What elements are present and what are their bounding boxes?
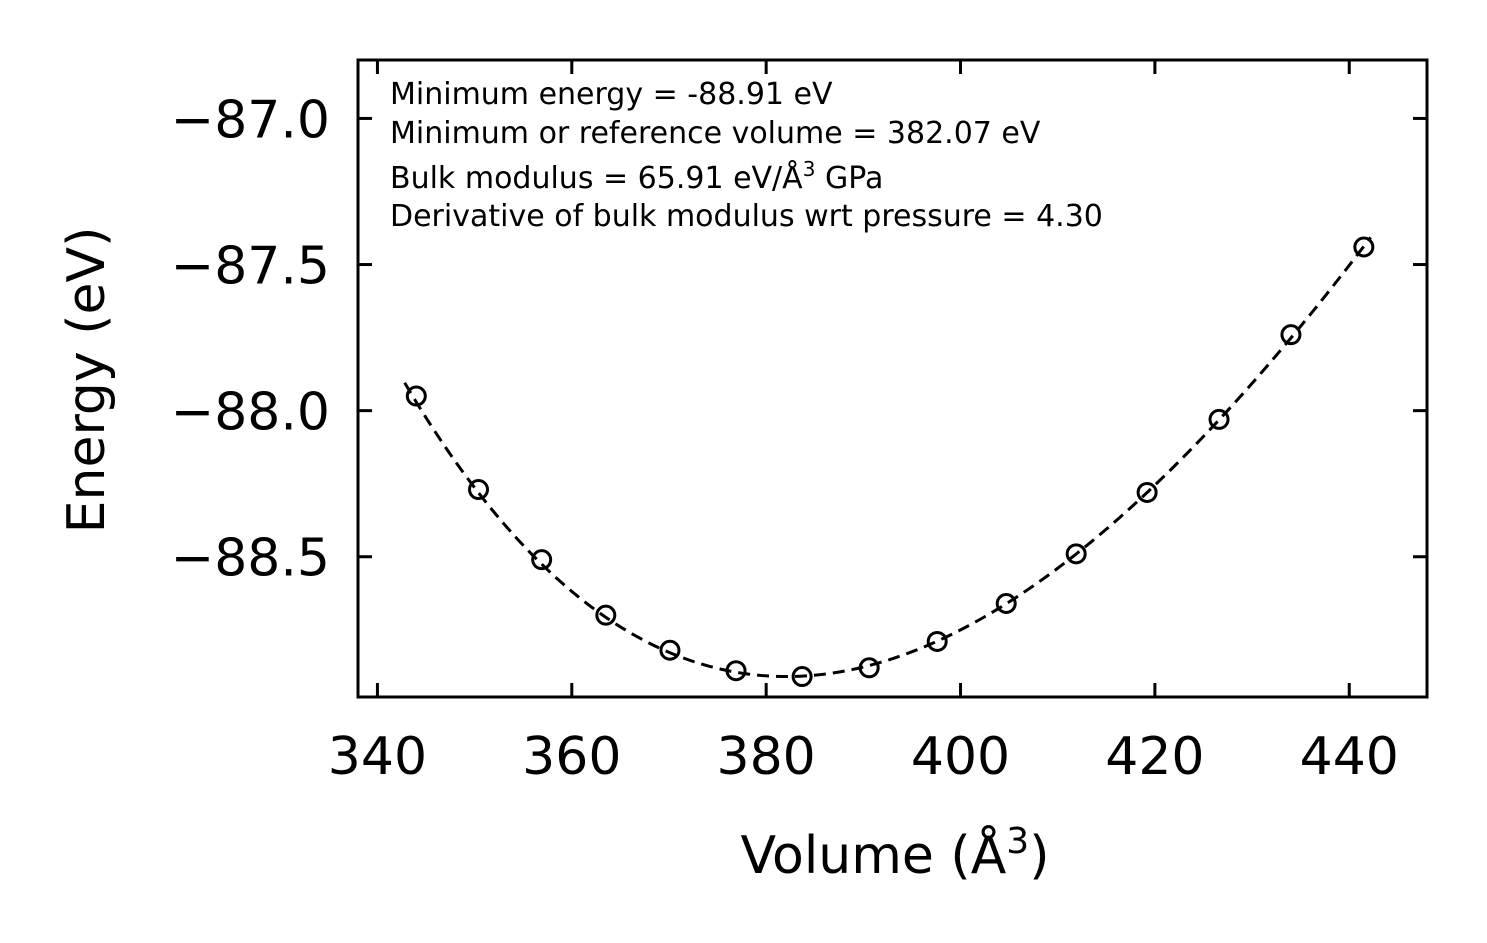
x-axis-ticks: 340 360 380 400 420 440 <box>328 60 1399 787</box>
data-point <box>1208 408 1230 430</box>
y-axis-label: Energy (eV) <box>57 227 117 534</box>
annotation-min-volume: Minimum or reference volume = 382.07 eV <box>390 116 1041 151</box>
annotation-bulk-modulus-main: Bulk modulus = 65.91 eV/Å <box>390 160 803 196</box>
y-tick-label: −88.5 <box>171 529 330 589</box>
annotation-bulk-derivative: Derivative of bulk modulus wrt pressure … <box>390 199 1103 234</box>
x-tick-label: 360 <box>522 727 621 787</box>
y-axis-ticks: −87.0 −87.5 −88.0 −88.5 <box>171 90 1427 589</box>
fit-curve <box>403 236 1372 679</box>
data-point <box>725 660 747 682</box>
y-tick-label: −87.0 <box>171 90 330 150</box>
plot-area <box>356 58 1429 699</box>
x-axis-label-main: Volume (Å <box>741 824 1007 886</box>
x-axis-label-end: ) <box>1029 826 1049 886</box>
data-point <box>1136 481 1158 503</box>
y-tick-label: −87.5 <box>171 237 330 297</box>
x-axis-label-sup: 3 <box>1006 821 1029 862</box>
data-point <box>926 630 948 652</box>
annotation-bulk-modulus-sup: 3 <box>803 157 816 181</box>
x-tick-label: 400 <box>911 727 1010 787</box>
annotation-bulk-modulus-unit: GPa <box>815 161 883 196</box>
x-tick-label: 380 <box>717 727 816 787</box>
data-point <box>1280 324 1302 346</box>
data-point <box>468 479 490 501</box>
x-tick-label: 440 <box>1300 727 1399 787</box>
data-point <box>405 385 427 407</box>
data-point <box>791 666 813 688</box>
data-points <box>405 236 1375 688</box>
data-point <box>531 549 553 571</box>
x-tick-label: 340 <box>328 727 427 787</box>
data-point <box>1065 543 1087 565</box>
x-tick-label: 420 <box>1105 727 1204 787</box>
annotation-bulk-modulus: Bulk modulus = 65.91 eV/Å3 GPa <box>390 157 883 196</box>
data-point <box>659 639 681 661</box>
data-point <box>995 592 1017 614</box>
data-point <box>595 604 617 626</box>
y-tick-label: −88.0 <box>171 383 330 443</box>
annotation-min-energy: Minimum energy = -88.91 eV <box>390 77 833 112</box>
x-axis-label: Volume (Å3) <box>741 821 1050 886</box>
data-point <box>1353 236 1375 258</box>
data-point <box>858 657 880 679</box>
